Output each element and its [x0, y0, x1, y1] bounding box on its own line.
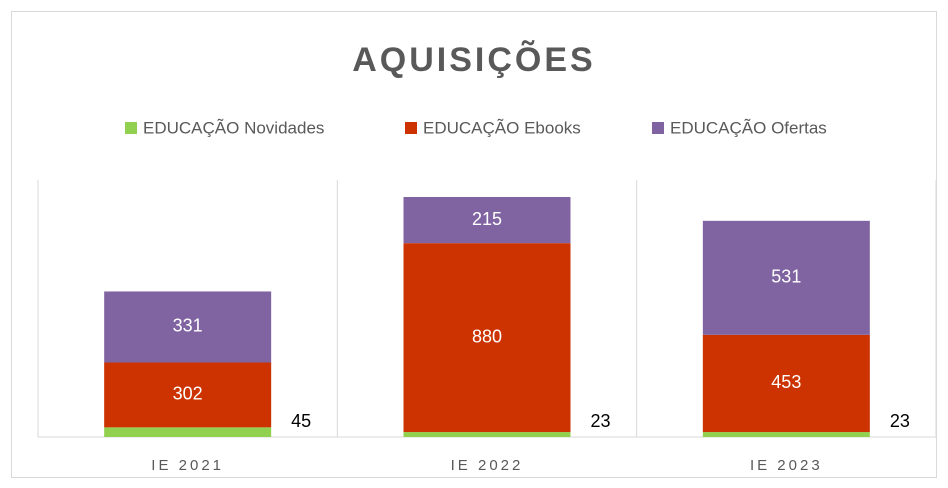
- bar-segment: [104, 362, 272, 428]
- data-label: 531: [771, 267, 801, 287]
- data-label: 880: [472, 326, 502, 346]
- bar-segment: [403, 197, 571, 244]
- bar-segment: [702, 220, 870, 335]
- data-label: 215: [472, 209, 502, 229]
- data-label: 302: [173, 384, 203, 404]
- legend-swatch: [652, 122, 664, 134]
- bar-segment: [403, 432, 571, 437]
- bar-segment: [702, 432, 870, 437]
- chart-title: AQUISIÇÕES: [352, 41, 595, 79]
- legend-label: EDUCAÇÃO Ofertas: [670, 118, 827, 137]
- x-tick-label: IE 2022: [451, 457, 524, 474]
- legend-swatch: [405, 122, 417, 134]
- legend-swatch: [125, 122, 137, 134]
- x-tick-label: IE 2021: [151, 457, 224, 474]
- bar-segment: [702, 334, 870, 433]
- data-label: 453: [771, 372, 801, 392]
- data-label: 45: [291, 411, 311, 431]
- bar-segment: [104, 427, 272, 437]
- x-tick-label: IE 2023: [750, 457, 823, 474]
- bar-segment: [104, 291, 272, 363]
- legend-label: EDUCAÇÃO Ebooks: [423, 118, 581, 137]
- data-label: 23: [890, 411, 910, 431]
- data-label: 23: [590, 411, 610, 431]
- data-label: 331: [173, 316, 203, 336]
- legend-label: EDUCAÇÃO Novidades: [143, 118, 324, 137]
- bar-segment: [403, 243, 571, 433]
